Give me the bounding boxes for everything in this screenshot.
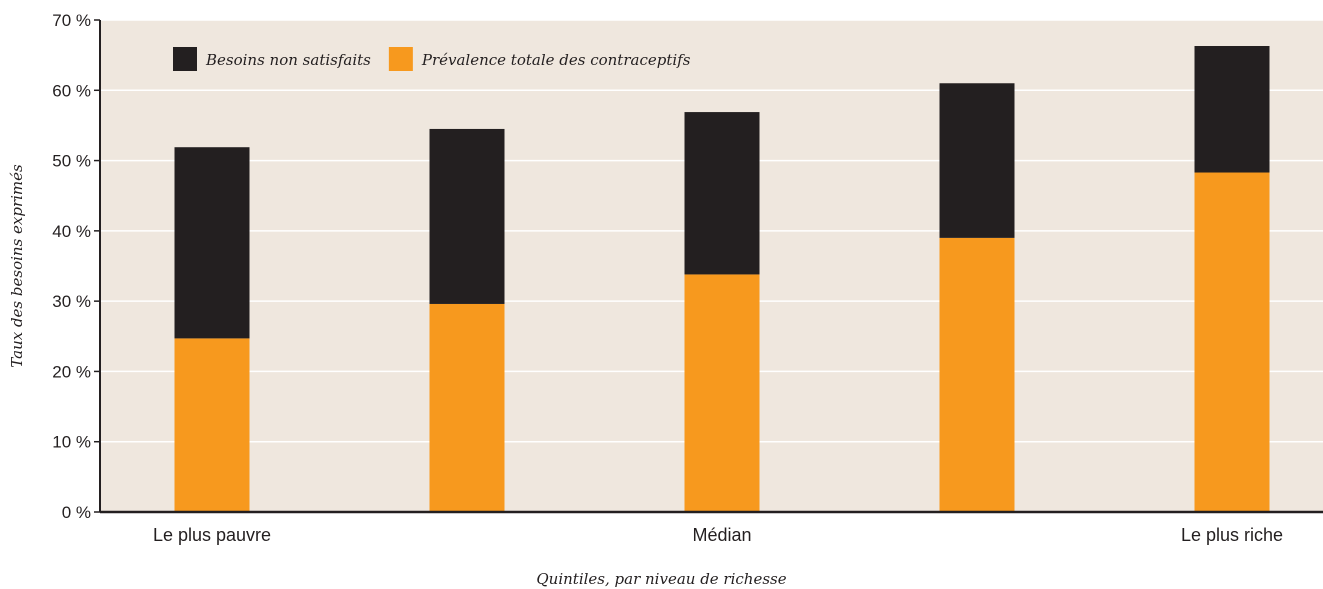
x-axis-title: Quintiles, par niveau de richesse	[536, 570, 786, 588]
y-tick-labels: 0 % 10 % 20 % 30 % 40 % 50 % 60 % 70 %	[52, 11, 100, 522]
y-tick-label: 70 %	[52, 11, 91, 30]
legend-swatch	[173, 47, 197, 71]
bar-segment	[429, 128, 505, 304]
y-axis-title: Taux des besoins exprimés	[8, 164, 26, 368]
bar-segment	[939, 237, 1015, 512]
x-category-label: Le plus pauvre	[153, 525, 271, 545]
bar-segment	[1194, 46, 1270, 173]
y-tick-label: 0 %	[62, 503, 91, 522]
bars	[174, 46, 1270, 512]
y-tick-label: 50 %	[52, 152, 91, 171]
axes	[99, 20, 1323, 514]
bar-segment	[174, 338, 250, 512]
x-category-label: Médian	[692, 525, 751, 545]
bar-segment	[174, 147, 250, 339]
bar-segment	[1194, 172, 1270, 512]
bar-segment	[684, 274, 760, 512]
y-tick-label: 20 %	[52, 362, 91, 381]
legend-swatch	[388, 47, 413, 71]
y-tick-label: 30 %	[52, 292, 91, 311]
y-tick-label: 60 %	[52, 81, 91, 100]
legend-label: Prévalence totale des contraceptifs	[421, 51, 691, 69]
bar-segment	[429, 303, 505, 512]
legend: Besoins non satisfaits Prévalence totale …	[173, 47, 691, 71]
bar-segment	[939, 83, 1015, 238]
x-category-labels: Le plus pauvre Médian Le plus riche	[153, 525, 1283, 545]
y-tick-label: 40 %	[52, 222, 91, 241]
y-tick-label: 10 %	[52, 433, 91, 452]
legend-label: Besoins non satisfaits	[205, 51, 371, 69]
x-category-label: Le plus riche	[1181, 525, 1283, 545]
bar-segment	[684, 112, 760, 275]
